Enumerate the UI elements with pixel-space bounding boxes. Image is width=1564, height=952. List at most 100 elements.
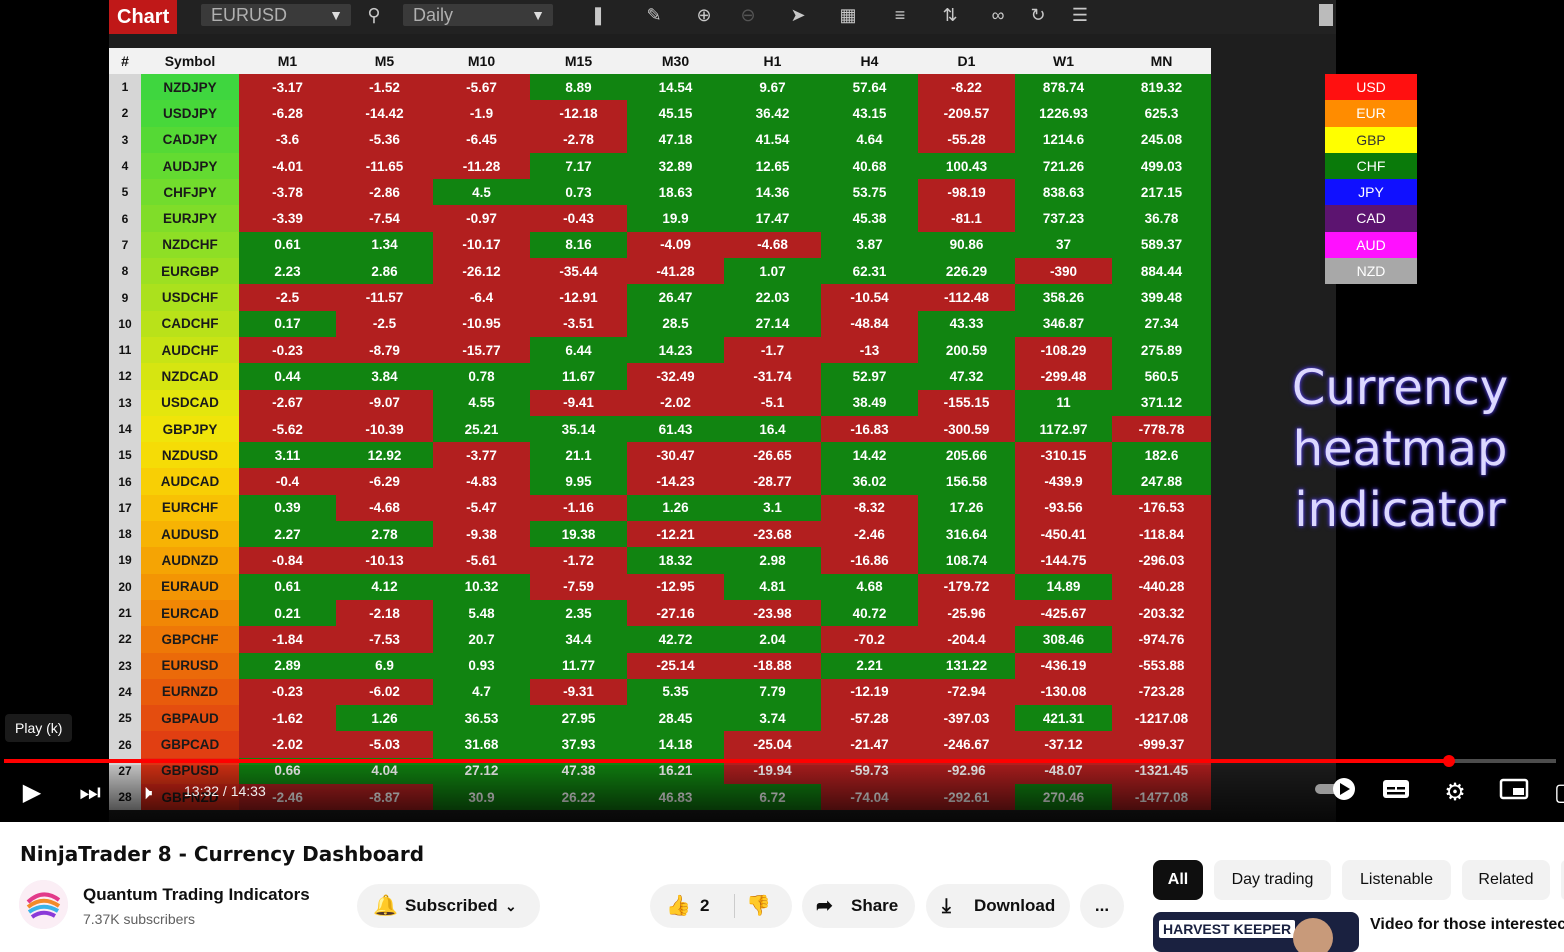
strategies-icon[interactable]: ⇅ xyxy=(942,5,958,25)
next-button[interactable]: ⏭ xyxy=(79,779,101,806)
row-number: 5 xyxy=(109,179,141,206)
column-header[interactable]: Symbol xyxy=(141,48,239,74)
window-scrollbar[interactable] xyxy=(1319,4,1333,26)
heatmap-cell: 0.39 xyxy=(239,494,336,522)
heatmap-cell: 308.46 xyxy=(1015,626,1112,653)
heatmap-cell: 2.89 xyxy=(239,652,336,679)
column-header[interactable]: D1 xyxy=(918,48,1015,74)
recommended-video-thumbnail[interactable]: HARVEST KEEPER xyxy=(1153,912,1359,952)
row-number: 17 xyxy=(109,494,141,522)
search-icon[interactable]: ⚲ xyxy=(367,5,381,25)
chip-partial[interactable] xyxy=(1561,860,1564,900)
symbol-cell: CADJPY xyxy=(141,126,239,153)
heatmap-cell: 37 xyxy=(1015,231,1112,259)
heatmap-cell: -14.42 xyxy=(336,100,433,127)
heatmap-cell: 8.89 xyxy=(530,74,627,101)
properties-list-icon[interactable]: ☰ xyxy=(1071,5,1089,25)
heatmap-cell: 0.17 xyxy=(239,310,336,337)
pointer-icon[interactable]: ➤ xyxy=(790,5,806,25)
chip-all[interactable]: All xyxy=(1153,860,1203,900)
heatmap-cell: 3.1 xyxy=(724,494,821,522)
table-row: 19 AUDNZD -0.84 -10.13 -5.61 -1.72 18.32 2.98 -1… xyxy=(109,547,1211,574)
column-header[interactable]: H4 xyxy=(821,48,918,74)
legend-item: CHF xyxy=(1325,152,1417,180)
like-button[interactable]: 👍 xyxy=(666,895,691,917)
zoom-in-icon[interactable]: ⊕ xyxy=(696,5,712,25)
heatmap-cell: -5.61 xyxy=(433,547,530,574)
heatmap-cell: 2.04 xyxy=(724,626,821,653)
symbol-cell: NZDCHF xyxy=(141,231,239,259)
settings-gear-icon[interactable]: ⚙ xyxy=(1444,779,1466,806)
heatmap-cell: -723.28 xyxy=(1112,678,1211,706)
data-box-icon[interactable]: ▦ xyxy=(839,5,857,25)
reload-icon[interactable]: ↻ xyxy=(1030,5,1046,25)
heatmap-cell: -2.46 xyxy=(821,521,918,548)
column-header[interactable]: W1 xyxy=(1015,48,1112,74)
heatmap-cell: 4.55 xyxy=(433,389,530,416)
column-header[interactable]: M15 xyxy=(530,48,627,74)
heatmap-cell: -2.5 xyxy=(336,310,433,337)
subtitles-icon[interactable] xyxy=(1378,777,1414,809)
volume-icon[interactable]: 🕨 xyxy=(139,782,153,804)
more-actions-button[interactable]: ... xyxy=(1080,884,1124,928)
thumbnail-person xyxy=(1293,918,1333,952)
channel-avatar[interactable] xyxy=(19,880,68,929)
download-label: Download xyxy=(974,896,1056,915)
heatmap-cell: 14.42 xyxy=(821,442,918,469)
table-row: 11 AUDCHF -0.23 -8.79 -15.77 6.44 14.23 -1.7 -13… xyxy=(109,336,1211,364)
column-header[interactable]: M1 xyxy=(239,48,336,74)
heatmap-cell: 25.21 xyxy=(433,415,530,443)
play-button[interactable]: ▶ xyxy=(22,779,42,806)
heatmap-cell: -10.95 xyxy=(433,310,530,337)
dislike-button[interactable]: 👎 xyxy=(746,895,771,917)
download-button[interactable]: ⤓ Download xyxy=(926,884,1070,928)
legend-item: CAD xyxy=(1325,205,1417,232)
heatmap-cell: 421.31 xyxy=(1015,705,1112,732)
heatmap-cell: 0.61 xyxy=(239,573,336,600)
legend-item: NZD xyxy=(1325,258,1417,285)
period-selector[interactable]: Daily ▼ xyxy=(403,4,553,26)
progress-bar[interactable] xyxy=(4,755,1556,767)
progress-scrubber[interactable] xyxy=(1442,755,1455,767)
indicators-icon[interactable]: ≡ xyxy=(894,5,906,25)
video-player[interactable]: Chart EURUSD ▼ ⚲ Daily ▼ ❚ ✎ ⊕ ⊖ ➤ ▦ ≡ ⇅ ∞… xyxy=(0,0,1564,822)
heatmap-cell: 884.44 xyxy=(1112,258,1211,285)
row-number: 25 xyxy=(109,705,141,732)
heatmap-cell: -1.52 xyxy=(336,74,433,101)
column-header[interactable]: H1 xyxy=(724,48,821,74)
heatmap-cell: 247.88 xyxy=(1112,468,1211,495)
row-number: 22 xyxy=(109,626,141,653)
chip-related[interactable]: Related xyxy=(1462,860,1550,900)
heatmap-cell: -16.83 xyxy=(821,415,918,443)
fullscreen-icon[interactable]: ▢ xyxy=(1554,777,1564,809)
recommended-video-title[interactable]: Video for those interestec xyxy=(1370,916,1564,933)
legend-item: JPY xyxy=(1325,179,1417,206)
column-header[interactable]: MN xyxy=(1112,48,1211,74)
player-controls: ▶ ⏭ 🕨 13:32 / 14:33 ⚙ ▢ xyxy=(0,765,1564,822)
share-button[interactable]: ➦ Share xyxy=(802,884,915,928)
chart-trader-icon[interactable]: ∞ xyxy=(991,5,1005,25)
instrument-selector[interactable]: EURUSD ▼ xyxy=(201,4,351,26)
subscribed-button[interactable]: 🔔 Subscribed ⌄ xyxy=(357,884,540,928)
chip-listenable[interactable]: Listenable xyxy=(1342,860,1451,900)
chevron-down-icon: ▼ xyxy=(329,7,343,23)
column-header[interactable]: # xyxy=(109,48,141,74)
row-number: 8 xyxy=(109,258,141,285)
table-row: 10 CADCHF 0.17 -2.5 -10.95 -3.51 28.5 27.14 -48.… xyxy=(109,310,1211,337)
column-header[interactable]: M30 xyxy=(627,48,724,74)
channel-name[interactable]: Quantum Trading Indicators xyxy=(83,885,310,904)
draw-pencil-icon[interactable]: ✎ xyxy=(646,5,662,25)
heatmap-cell: -425.67 xyxy=(1015,599,1112,627)
column-header[interactable]: M10 xyxy=(433,48,530,74)
miniplayer-icon[interactable] xyxy=(1496,777,1532,809)
column-header[interactable]: M5 xyxy=(336,48,433,74)
zoom-out-icon[interactable]: ⊖ xyxy=(740,5,756,25)
chip-day-trading[interactable]: Day trading xyxy=(1214,860,1331,900)
heatmap-cell: 1226.93 xyxy=(1015,100,1112,127)
autoplay-toggle[interactable] xyxy=(1312,777,1358,809)
heatmap-cell: 10.32 xyxy=(433,573,530,600)
heatmap-cell: -1.84 xyxy=(239,626,336,653)
bar-style-icon[interactable]: ❚ xyxy=(590,5,606,25)
heatmap-cell: 245.08 xyxy=(1112,126,1211,153)
heatmap-cell: -2.18 xyxy=(336,599,433,627)
